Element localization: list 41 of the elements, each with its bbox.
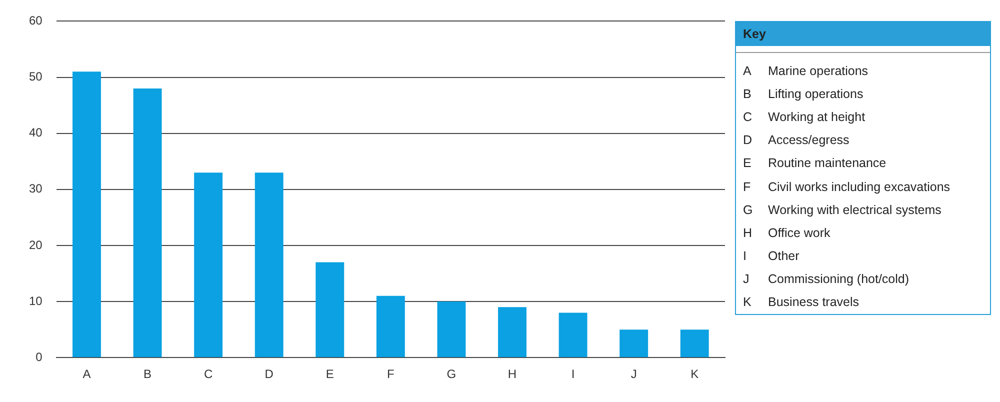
text: I Other	[743, 249, 800, 264]
bar	[620, 330, 648, 358]
text: E Routine maintenance	[743, 156, 886, 170]
text: F Civil works including excavations	[743, 180, 950, 194]
y-tick-label: 50	[28, 70, 43, 84]
x-tick-label: D	[264, 367, 274, 382]
bar	[498, 307, 526, 358]
x-tick-label: E	[326, 367, 334, 382]
bar	[133, 88, 162, 358]
x-tick-label: G	[446, 367, 456, 382]
x-tick-label: I	[571, 367, 575, 382]
x-tick-label: A	[82, 367, 91, 382]
bar	[558, 312, 588, 358]
bar	[680, 330, 709, 358]
x-tick-label: H	[508, 367, 517, 382]
y-tick-label: 20	[28, 238, 43, 252]
y-tick-label: 10	[28, 294, 43, 308]
bar	[376, 296, 405, 358]
text: A Marine operations	[743, 64, 868, 78]
x-tick-label: F	[387, 367, 394, 382]
text: G Working with electrical systems	[743, 202, 942, 217]
text: H Office work	[743, 226, 830, 240]
text: C Working at height	[743, 110, 866, 124]
x-tick-label: B	[144, 367, 152, 382]
text: B Lifting operations	[743, 86, 864, 101]
legend-title: Key	[736, 22, 990, 46]
bar	[316, 262, 344, 358]
y-tick-label: 60	[28, 14, 43, 28]
text: K Business travels	[743, 295, 860, 310]
bar	[72, 72, 101, 358]
bar	[437, 302, 466, 358]
x-tick-label: J	[630, 367, 637, 382]
x-tick-label: C	[204, 367, 213, 382]
y-tick-label: 40	[28, 126, 43, 140]
text: D Access/egress	[743, 133, 850, 148]
y-tick-label: 0	[36, 350, 43, 364]
y-tick-label: 30	[28, 182, 43, 196]
bar	[194, 172, 223, 358]
bar	[254, 172, 284, 358]
x-tick-label: K	[690, 367, 699, 382]
text: J Commissioning (hot/cold)	[743, 272, 910, 286]
